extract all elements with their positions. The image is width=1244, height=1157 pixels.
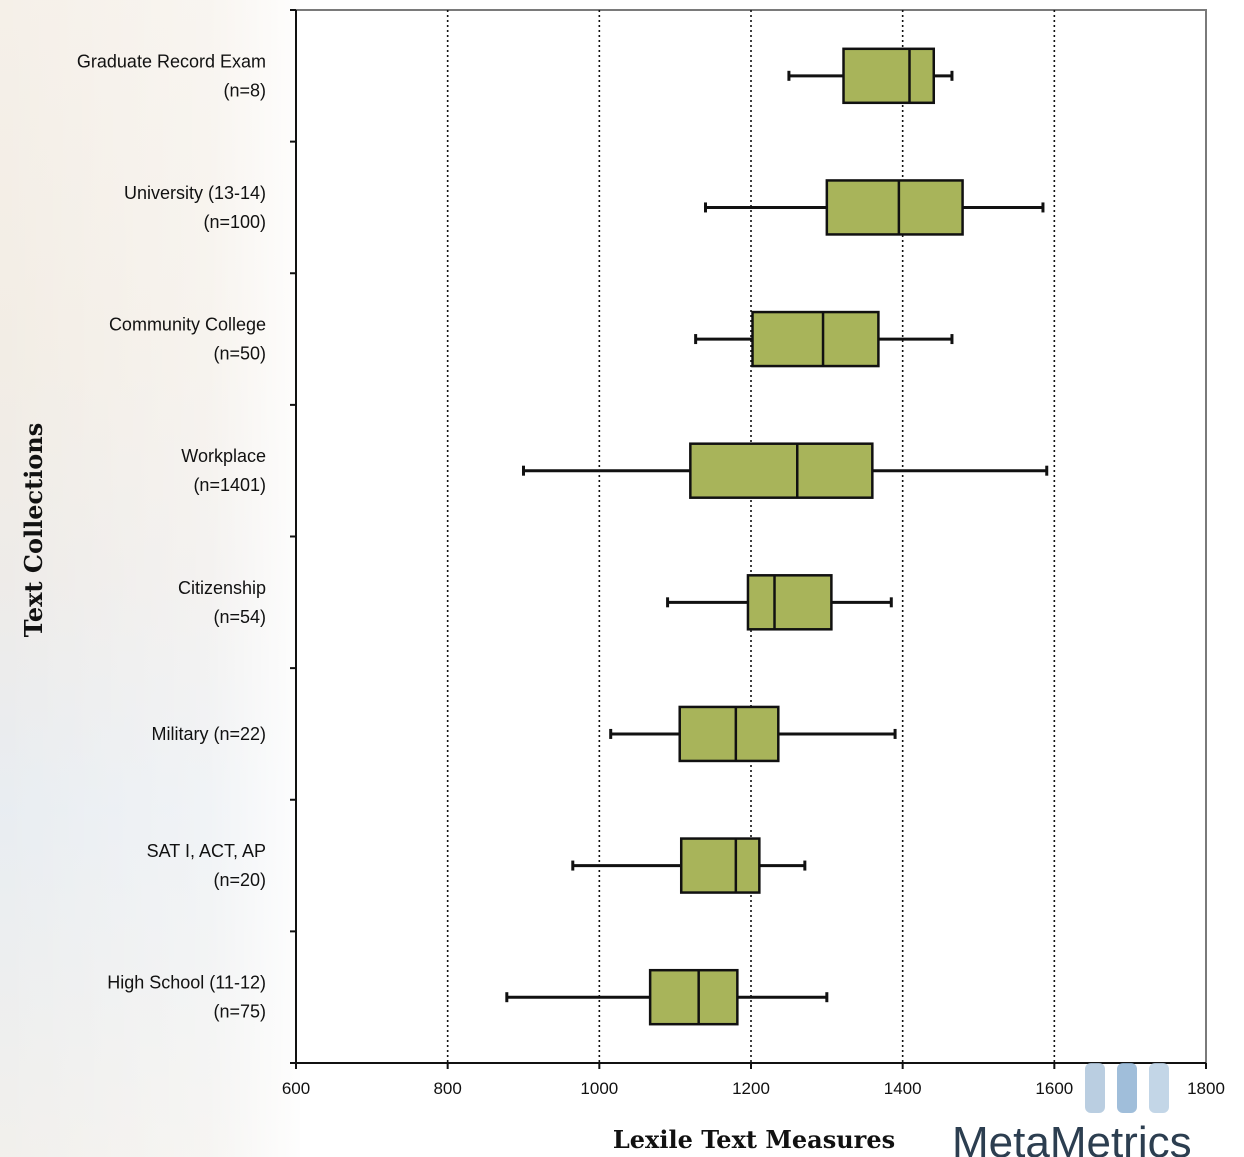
box-plot-7 bbox=[505, 968, 829, 1026]
box-plot-6 bbox=[571, 837, 807, 894]
category-label: (n=100) bbox=[203, 212, 266, 232]
x-tick-label: 1400 bbox=[884, 1079, 922, 1098]
iqr-box bbox=[679, 837, 761, 894]
iqr-box bbox=[746, 574, 833, 631]
category-label: (n=8) bbox=[223, 80, 266, 100]
box-plot-3 bbox=[522, 442, 1049, 499]
x-tick-label: 1800 bbox=[1187, 1079, 1225, 1098]
background-fade bbox=[0, 0, 300, 1157]
x-tick-label: 800 bbox=[433, 1079, 461, 1098]
category-label: SAT I, ACT, AP bbox=[147, 841, 266, 861]
iqr-box bbox=[689, 442, 874, 499]
iqr-box bbox=[751, 310, 880, 368]
category-label: (n=20) bbox=[213, 870, 266, 890]
category-label: University (13-14) bbox=[124, 183, 266, 203]
box-plot-2 bbox=[694, 310, 954, 368]
box-plot-1 bbox=[704, 179, 1045, 236]
iqr-box bbox=[678, 705, 780, 763]
logo-bar bbox=[1149, 1063, 1169, 1113]
category-label: Graduate Record Exam bbox=[77, 51, 266, 71]
category-label: Community College bbox=[109, 315, 266, 335]
category-label: High School (11-12) bbox=[107, 973, 266, 993]
x-tick-label: 1200 bbox=[732, 1079, 770, 1098]
iqr-box bbox=[825, 179, 964, 236]
iqr-box bbox=[842, 47, 936, 105]
logo-text: MetaMetrics bbox=[952, 1118, 1192, 1157]
category-label: Citizenship bbox=[178, 578, 266, 598]
iqr-box bbox=[648, 968, 739, 1026]
logo-bar bbox=[1117, 1063, 1137, 1113]
x-tick-label: 1600 bbox=[1035, 1079, 1073, 1098]
box-plot-4 bbox=[666, 574, 893, 631]
x-tick-label: 1000 bbox=[580, 1079, 618, 1098]
x-tick-label: 600 bbox=[282, 1079, 310, 1098]
metametrics-logo: MetaMetrics bbox=[952, 1063, 1192, 1157]
y-axis-title: Text Collections bbox=[19, 423, 48, 638]
category-label: (n=1401) bbox=[193, 475, 266, 495]
category-label: (n=50) bbox=[213, 344, 266, 364]
x-axis-title: Lexile Text Measures bbox=[613, 1125, 895, 1154]
category-label: Workplace bbox=[181, 446, 266, 466]
box-plot-0 bbox=[787, 47, 954, 105]
category-label: (n=54) bbox=[213, 607, 266, 627]
logo-bar bbox=[1085, 1063, 1105, 1113]
box-plot-5 bbox=[609, 705, 897, 763]
category-label: Military (n=22) bbox=[151, 724, 266, 744]
category-label: (n=75) bbox=[213, 1002, 266, 1022]
